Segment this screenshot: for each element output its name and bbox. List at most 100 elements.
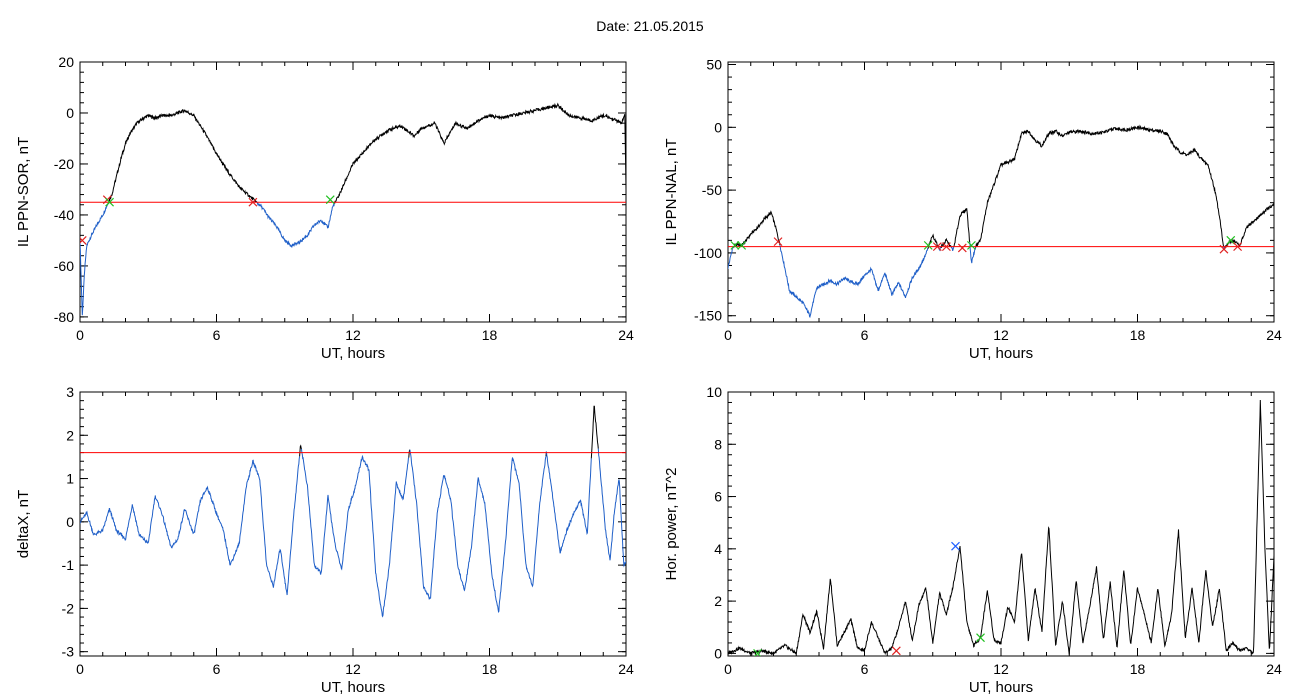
x-tick-label: 6 <box>213 661 221 677</box>
x-tick-label: 6 <box>213 327 221 343</box>
event-marker <box>951 541 960 551</box>
event-marker <box>80 236 87 245</box>
x-tick-label: 0 <box>724 661 732 677</box>
y-tick-label: 10 <box>706 384 722 400</box>
x-tick-label: 18 <box>482 661 498 677</box>
x-tick-label: 0 <box>724 327 732 343</box>
plot-frame <box>79 61 627 323</box>
x-axis-label: UT, hours <box>969 679 1033 696</box>
event-marker <box>932 242 942 252</box>
series-line <box>950 246 955 251</box>
chart-p3: 0 6 12 18 24 3 2 1 0 -1 -2 -3 UT, hours deltaX, nT <box>15 384 634 696</box>
chart-p4: 0 6 12 18 24 10 8 6 4 2 0 UT, hours Hor. power, nT^2 <box>663 384 1282 696</box>
y-tick-label: 50 <box>706 57 722 73</box>
series-line <box>734 210 781 248</box>
y-tick-label: 2 <box>66 427 74 443</box>
y-tick-label: 2 <box>714 593 722 609</box>
y-tick-label: 8 <box>714 436 722 452</box>
series-line <box>779 244 929 319</box>
event-marker <box>105 197 114 207</box>
event-marker <box>1233 242 1243 252</box>
x-axis-label: UT, hours <box>969 345 1033 362</box>
y-tick-label: 0 <box>66 105 74 121</box>
x-tick-label: 12 <box>345 327 361 343</box>
plot-area <box>80 405 626 618</box>
y-tick-label: -2 <box>62 600 75 616</box>
x-tick-label: 24 <box>1266 327 1282 343</box>
series-line <box>969 242 977 264</box>
series-line <box>545 451 592 554</box>
y-tick-label: 0 <box>714 645 722 661</box>
series-line <box>80 202 110 316</box>
y-tick-label: 3 <box>66 384 74 400</box>
series-line <box>80 456 301 596</box>
event-marker <box>923 240 933 250</box>
plot-frame <box>727 391 1275 657</box>
series-line <box>1239 202 1274 247</box>
y-tick-label: -150 <box>694 308 722 324</box>
y-tick-label: 0 <box>66 514 74 530</box>
series-line <box>975 124 1225 248</box>
plot-frame <box>79 391 627 657</box>
x-tick-label: 12 <box>993 327 1009 343</box>
y-tick-label: -80 <box>54 309 74 325</box>
y-tick-label: 20 <box>58 54 74 70</box>
x-tick-label: 12 <box>345 661 361 677</box>
plot-area <box>728 124 1274 319</box>
series-line <box>940 237 952 248</box>
series-line <box>256 201 335 248</box>
y-tick-label: -60 <box>54 258 74 274</box>
x-axis-label: UT, hours <box>321 345 385 362</box>
y-tick-label: -3 <box>62 644 75 660</box>
plot-area <box>728 399 1274 656</box>
event-marker <box>976 633 985 643</box>
series-line <box>728 246 734 270</box>
x-tick-label: 6 <box>861 661 869 677</box>
event-marker <box>891 646 901 656</box>
y-tick-label: 0 <box>714 119 722 135</box>
chart-p2: 0 6 12 18 24 50 0 -50 -100 -150 UT, hours IL PPN-NA… <box>663 57 1282 362</box>
y-axis-label: Hor. power, nT^2 <box>663 468 680 581</box>
x-tick-label: 24 <box>618 327 634 343</box>
event-marker <box>753 648 762 656</box>
x-tick-label: 6 <box>861 327 869 343</box>
y-tick-label: -100 <box>694 245 722 261</box>
plot-area <box>80 102 626 316</box>
event-marker <box>967 240 976 250</box>
series-line <box>597 448 626 568</box>
event-marker <box>773 237 783 247</box>
chart-p1: 0 6 12 18 24 20 0 -20 -40 -60 -80 UT, hours IL PPN-S… <box>15 54 634 362</box>
series-line <box>953 207 971 247</box>
y-tick-label: -1 <box>62 557 75 573</box>
series-line <box>299 444 302 457</box>
series-line <box>409 449 547 614</box>
y-axis-label: IL PPN-SOR, nT <box>15 137 32 247</box>
y-tick-label: -20 <box>54 156 74 172</box>
x-axis-label: UT, hours <box>321 679 385 696</box>
y-tick-label: 4 <box>714 541 722 557</box>
event-marker <box>941 242 951 252</box>
x-tick-label: 24 <box>1266 661 1282 677</box>
x-tick-label: 0 <box>76 327 84 343</box>
event-marker <box>737 240 747 250</box>
y-tick-label: 1 <box>66 471 74 487</box>
event-marker <box>1219 244 1229 254</box>
x-tick-label: 12 <box>993 661 1009 677</box>
x-tick-label: 0 <box>76 661 84 677</box>
event-marker <box>248 197 258 207</box>
series-line <box>108 109 256 203</box>
y-tick-label: -40 <box>54 207 74 223</box>
event-marker <box>957 243 967 253</box>
page-title: Date: 21.05.2015 <box>596 18 704 34</box>
x-tick-label: 18 <box>482 327 498 343</box>
y-tick-label: -50 <box>702 182 722 198</box>
x-tick-label: 18 <box>1130 327 1146 343</box>
series-line <box>728 399 1274 656</box>
y-tick-label: 6 <box>714 489 722 505</box>
series-line <box>334 102 626 204</box>
series-line <box>301 448 410 618</box>
event-marker <box>325 195 335 205</box>
y-axis-label: deltaX, nT <box>15 490 32 558</box>
event-marker <box>730 240 740 250</box>
